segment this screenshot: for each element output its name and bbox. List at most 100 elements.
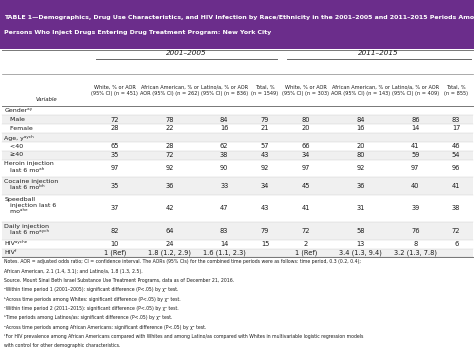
Text: 72: 72 <box>165 152 174 158</box>
Text: 2001–2005: 2001–2005 <box>166 50 207 56</box>
Text: White, % or AOR
(95% CI) (n = 303): White, % or AOR (95% CI) (n = 303) <box>283 84 329 96</box>
Text: 83: 83 <box>452 117 460 122</box>
Text: 83: 83 <box>220 228 228 234</box>
Text: Notes. AOR = adjusted odds ratio; CI = confidence interval. The AORs (95% CIs) f: Notes. AOR = adjusted odds ratio; CI = c… <box>4 259 361 264</box>
Text: 97: 97 <box>411 166 419 171</box>
Text: 80: 80 <box>301 117 310 122</box>
Text: 1.6 (1.1, 2.3): 1.6 (1.1, 2.3) <box>203 250 246 256</box>
Bar <box>2 248 473 257</box>
Text: 8: 8 <box>413 241 418 247</box>
Text: 38: 38 <box>452 206 460 211</box>
Text: 82: 82 <box>110 228 119 234</box>
Text: Speedball
   injection last 6
   moᵃʰᵉ: Speedball injection last 6 moᵃʰᵉ <box>4 197 56 214</box>
Text: 20: 20 <box>301 125 310 131</box>
Text: 86: 86 <box>411 117 419 122</box>
Text: 78: 78 <box>165 117 174 122</box>
Text: 80: 80 <box>356 152 365 158</box>
Text: Variable: Variable <box>36 97 57 102</box>
Bar <box>2 222 473 240</box>
Text: 16: 16 <box>356 125 365 131</box>
Bar <box>2 124 473 133</box>
Text: 3.4 (1.3, 9.4): 3.4 (1.3, 9.4) <box>339 250 382 256</box>
Text: 22: 22 <box>165 125 174 131</box>
Text: 14: 14 <box>220 241 228 247</box>
Text: 72: 72 <box>452 228 460 234</box>
Text: 21: 21 <box>261 125 269 131</box>
Text: 35: 35 <box>110 183 119 189</box>
Text: 10: 10 <box>110 241 119 247</box>
Bar <box>2 133 473 142</box>
Text: ᵉAcross time periods among African Americans: significant difference (P<.05) by : ᵉAcross time periods among African Ameri… <box>4 325 206 330</box>
Text: 37: 37 <box>110 206 119 211</box>
Text: ᵃWithin time period 1 (2001–2005): significant difference (P<.05) by χ² test.: ᵃWithin time period 1 (2001–2005): signi… <box>4 287 178 292</box>
Text: 97: 97 <box>110 166 119 171</box>
Text: 59: 59 <box>411 152 419 158</box>
Bar <box>2 177 473 195</box>
Text: ᶜWithin time period 2 (2011–2015): significant difference (P<.05) by χ² test.: ᶜWithin time period 2 (2011–2015): signi… <box>4 306 179 311</box>
Text: with control for other demographic characteristics.: with control for other demographic chara… <box>4 343 120 348</box>
Text: African American, 2.1 (1.4, 3.1); and Latino/a, 1.8 (1.3, 2.5).: African American, 2.1 (1.4, 3.1); and La… <box>4 269 143 274</box>
Bar <box>0 0 474 49</box>
Text: 38: 38 <box>220 152 228 158</box>
Text: 90: 90 <box>220 166 228 171</box>
Bar <box>2 159 473 177</box>
Text: Age, yᵃʸᶜʰ: Age, yᵃʸᶜʰ <box>4 135 34 141</box>
Bar <box>2 142 473 151</box>
Text: 43: 43 <box>261 206 269 211</box>
Text: 16: 16 <box>220 125 228 131</box>
Text: Latino/a, % or AOR
(95% CI) (n = 836): Latino/a, % or AOR (95% CI) (n = 836) <box>201 84 248 96</box>
Text: TABLE 1—Demographics, Drug Use Characteristics, and HIV Infection by Race/Ethnic: TABLE 1—Demographics, Drug Use Character… <box>4 15 474 20</box>
Text: 28: 28 <box>165 143 174 149</box>
Text: 92: 92 <box>165 166 173 171</box>
Text: 54: 54 <box>452 152 460 158</box>
Text: Latino/a, % or AOR
(95% CI) (n = 409): Latino/a, % or AOR (95% CI) (n = 409) <box>392 84 439 96</box>
Text: 57: 57 <box>261 143 269 149</box>
Text: 84: 84 <box>220 117 228 122</box>
Text: 33: 33 <box>220 183 228 189</box>
Text: 72: 72 <box>110 117 119 122</box>
Text: 40: 40 <box>411 183 419 189</box>
Bar <box>2 240 473 248</box>
Text: HIVᶠ: HIVᶠ <box>4 250 17 255</box>
Text: 92: 92 <box>356 166 365 171</box>
Text: 76: 76 <box>411 228 419 234</box>
Text: 79: 79 <box>261 228 269 234</box>
Text: 13: 13 <box>356 241 365 247</box>
Text: 6: 6 <box>454 241 458 247</box>
Text: 14: 14 <box>411 125 419 131</box>
Text: Cocaine injection
   last 6 moᵇʰ: Cocaine injection last 6 moᵇʰ <box>4 179 58 190</box>
Text: 72: 72 <box>301 228 310 234</box>
Bar <box>2 195 473 222</box>
Text: 2011–2015: 2011–2015 <box>358 50 399 56</box>
Text: 24: 24 <box>165 241 174 247</box>
Text: 2: 2 <box>304 241 308 247</box>
Text: 17: 17 <box>452 125 460 131</box>
Text: 31: 31 <box>356 206 365 211</box>
Text: 64: 64 <box>165 228 174 234</box>
Text: ᵇAcross time periods among Whites: significant difference (P<.05) by χ² test.: ᵇAcross time periods among Whites: signi… <box>4 297 181 302</box>
Text: 46: 46 <box>452 143 460 149</box>
Text: ≥40: ≥40 <box>4 153 23 157</box>
Text: HIVᵃʸᶜʰᵉ: HIVᵃʸᶜʰᵉ <box>4 242 27 246</box>
Text: 97: 97 <box>302 166 310 171</box>
Text: Source. Mount Sinai Beth Israel Substance Use Treatment Programs, data as of Dec: Source. Mount Sinai Beth Israel Substanc… <box>4 278 234 283</box>
Text: 65: 65 <box>110 143 119 149</box>
Text: 96: 96 <box>452 166 460 171</box>
Text: 41: 41 <box>411 143 419 149</box>
Text: 1.8 (1.2, 2.9): 1.8 (1.2, 2.9) <box>148 250 191 256</box>
Text: 35: 35 <box>110 152 119 158</box>
Bar <box>2 115 473 124</box>
Text: Heroin injection
   last 6 moᵃʰ: Heroin injection last 6 moᵃʰ <box>4 161 54 172</box>
Bar <box>2 151 473 159</box>
Text: 42: 42 <box>165 206 174 211</box>
Text: Persons Who Inject Drugs Entering Drug Treatment Program: New York City: Persons Who Inject Drugs Entering Drug T… <box>4 30 271 35</box>
Text: Total, %
(n = 855): Total, % (n = 855) <box>444 84 468 96</box>
Text: 41: 41 <box>302 206 310 211</box>
Text: 43: 43 <box>261 152 269 158</box>
Text: 3.2 (1.3, 7.8): 3.2 (1.3, 7.8) <box>394 250 437 256</box>
Text: 36: 36 <box>165 183 173 189</box>
Text: 1 (Ref): 1 (Ref) <box>104 250 126 256</box>
Text: African American, % or
AOR (95% CI) (n = 262): African American, % or AOR (95% CI) (n =… <box>140 84 199 96</box>
Text: Total, %
(n = 1549): Total, % (n = 1549) <box>252 84 279 96</box>
Text: 45: 45 <box>301 183 310 189</box>
